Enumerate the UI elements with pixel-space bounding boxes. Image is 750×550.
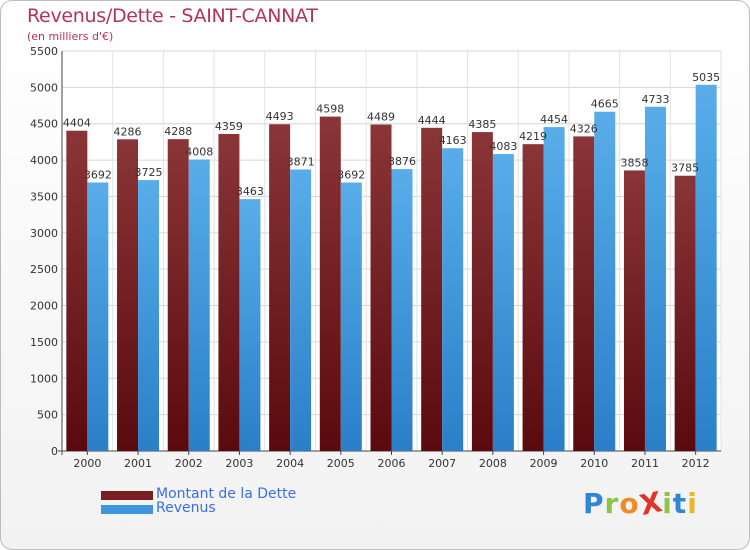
- data-label-debt: 4404: [63, 117, 91, 130]
- data-label-revenue: 4008: [185, 146, 213, 159]
- data-label-debt: 4219: [519, 130, 547, 143]
- y-tick-label: 5000: [30, 81, 58, 94]
- bar-debt: [370, 124, 392, 451]
- logo-letter: t: [672, 487, 688, 520]
- logo-letter: r: [604, 487, 620, 520]
- bar-debt: [573, 136, 595, 451]
- legend-label-revenue: Revenus: [156, 500, 216, 516]
- logo-letter: o: [619, 487, 640, 520]
- chart-subtitle: (en milliers d'€): [27, 30, 114, 43]
- bar-revenue: [543, 127, 565, 451]
- x-tick-label: 2012: [682, 457, 710, 470]
- logo-letter: i: [662, 487, 673, 520]
- legend-swatch-revenue: [101, 505, 153, 514]
- data-label-revenue: 3871: [287, 155, 315, 168]
- bar-revenue: [239, 199, 261, 451]
- bar-revenue: [188, 159, 210, 451]
- y-tick-label: 1000: [30, 372, 58, 385]
- bar-revenue: [644, 106, 666, 452]
- y-tick-label: 5500: [30, 45, 58, 58]
- bar-debt: [421, 127, 443, 452]
- logo-letter: P: [583, 487, 605, 520]
- legend-swatch-debt: [101, 491, 153, 500]
- data-label-revenue: 3725: [135, 166, 163, 179]
- bar-revenue: [391, 169, 413, 452]
- bar-debt: [117, 139, 139, 452]
- bar-revenue: [442, 148, 464, 451]
- x-tick-label: 2001: [124, 457, 152, 470]
- x-tick-label: 2004: [276, 457, 304, 470]
- bar-revenue: [340, 182, 362, 451]
- logo-letter: i: [687, 487, 698, 520]
- bar-revenue: [594, 111, 616, 452]
- x-tick-label: 2002: [175, 457, 203, 470]
- data-label-revenue: 4083: [489, 140, 517, 153]
- x-tick-label: 2010: [580, 457, 608, 470]
- bar-revenue: [695, 84, 717, 452]
- data-label-debt: 4444: [418, 114, 446, 127]
- data-label-debt: 4489: [367, 111, 395, 124]
- proxiti-logo: ProXiti: [583, 485, 698, 522]
- x-tick-label: 2009: [530, 457, 558, 470]
- labels-layer: 0 500 1000 1500 2000 2500 3000 3500 4000 4500 5000…: [30, 45, 720, 470]
- bar-debt: [319, 116, 341, 451]
- bar-debt: [269, 124, 291, 452]
- bar-debt: [674, 175, 696, 451]
- bar-revenue: [138, 180, 160, 451]
- y-tick-label: 3500: [30, 190, 58, 203]
- y-tick-label: 1500: [30, 336, 58, 349]
- bar-debt: [218, 133, 240, 451]
- y-tick-label: 4500: [30, 118, 58, 131]
- bar-debt: [623, 170, 645, 451]
- y-tick-label: 3000: [30, 227, 58, 240]
- logo-letter: X: [636, 485, 666, 522]
- y-tick-label: 4000: [30, 154, 58, 167]
- x-tick-label: 2000: [73, 457, 101, 470]
- legend-label-debt: Montant de la Dette: [156, 486, 297, 502]
- y-tick-label: 500: [37, 409, 58, 422]
- x-tick-label: 2007: [428, 457, 456, 470]
- data-label-revenue: 4665: [591, 98, 619, 111]
- y-tick-label: 2500: [30, 263, 58, 276]
- data-label-debt: 4385: [468, 118, 496, 131]
- bar-revenue: [492, 154, 514, 451]
- data-label-revenue: 3463: [236, 185, 264, 198]
- data-label-revenue: 3876: [388, 155, 416, 168]
- bar-debt: [471, 132, 493, 451]
- bar-revenue: [87, 182, 109, 451]
- data-label-revenue: 3692: [337, 168, 365, 181]
- data-label-revenue: 4163: [439, 134, 467, 147]
- x-tick-label: 2003: [225, 457, 253, 470]
- data-label-revenue: 4733: [641, 93, 669, 106]
- data-label-revenue: 4454: [540, 113, 568, 126]
- data-label-revenue: 5035: [692, 71, 720, 84]
- bars-layer: [66, 84, 717, 452]
- bar-debt: [522, 144, 544, 451]
- data-label-debt: 4493: [266, 110, 294, 123]
- bar-revenue: [290, 169, 312, 452]
- bar-debt: [66, 130, 88, 451]
- x-tick-label: 2006: [378, 457, 406, 470]
- data-label-debt: 4598: [316, 103, 344, 116]
- x-tick-label: 2008: [479, 457, 507, 470]
- chart-title: Revenus/Dette - SAINT-CANNAT: [27, 5, 318, 27]
- bar-debt: [167, 139, 189, 452]
- data-label-debt: 4286: [114, 125, 142, 138]
- y-tick-label: 0: [51, 445, 58, 458]
- data-label-debt: 3785: [671, 162, 699, 175]
- data-label-debt: 4326: [570, 122, 598, 135]
- y-tick-label: 2000: [30, 300, 58, 313]
- data-label-debt: 4359: [215, 120, 243, 133]
- data-label-revenue: 3692: [84, 168, 112, 181]
- data-label-debt: 4288: [164, 125, 192, 138]
- x-tick-label: 2011: [631, 457, 659, 470]
- x-tick-label: 2005: [327, 457, 355, 470]
- data-label-debt: 3858: [620, 156, 648, 169]
